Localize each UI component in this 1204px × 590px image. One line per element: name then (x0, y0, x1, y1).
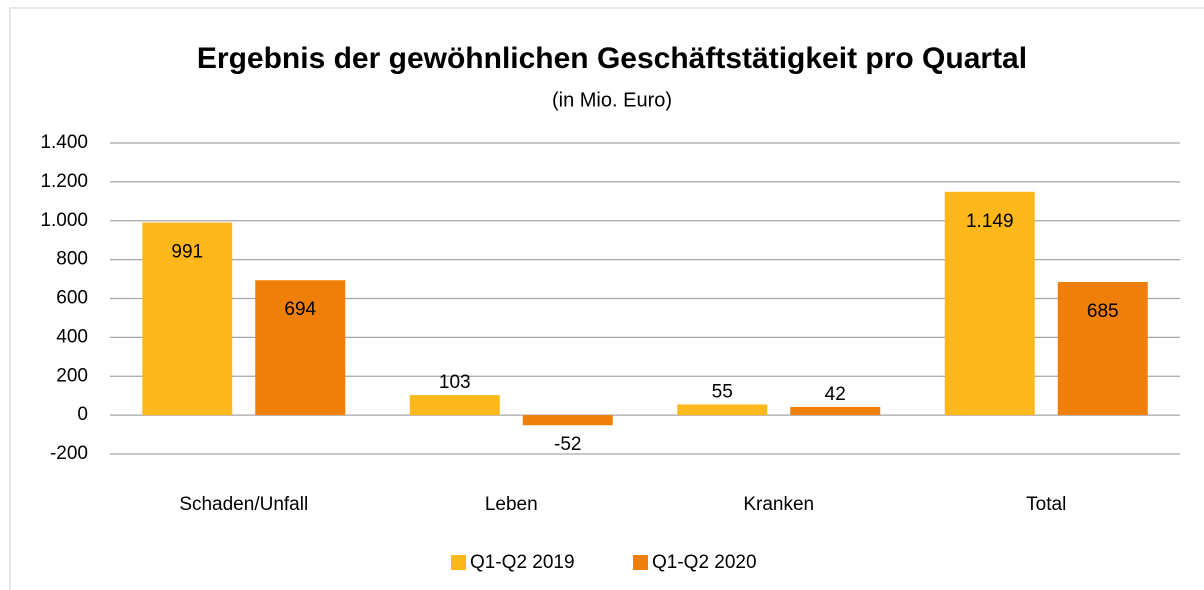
data-label: 55 (712, 381, 733, 402)
chart-title: Ergebnis der gewöhnlichen Geschäftstätig… (197, 42, 1027, 75)
bar (142, 222, 233, 416)
y-tick-label: 1.000 (40, 210, 88, 231)
data-label: 1.149 (966, 211, 1014, 232)
bar (522, 415, 613, 426)
data-label: 991 (171, 242, 203, 263)
data-label: 42 (825, 384, 846, 405)
y-tick-label: 1.200 (40, 171, 88, 192)
x-tick-label: Kranken (743, 494, 814, 515)
y-tick-label: 0 (77, 404, 88, 425)
data-label: 103 (439, 372, 471, 393)
chart-subtitle: (in Mio. Euro) (552, 89, 672, 111)
bar (790, 406, 881, 416)
legend-swatch (451, 555, 466, 570)
bar (677, 404, 768, 416)
y-tick-label: 600 (56, 288, 88, 309)
x-tick-label: Leben (485, 494, 538, 515)
legend-label: Q1-Q2 2020 (652, 552, 757, 573)
bar (409, 395, 500, 416)
legend-swatch (633, 555, 648, 570)
y-tick-label: 400 (56, 326, 88, 347)
bar (255, 280, 346, 416)
data-label: 694 (284, 299, 316, 320)
y-tick-label: 800 (56, 249, 88, 270)
bar (1057, 281, 1148, 416)
x-tick-label: Schaden/Unfall (179, 494, 308, 515)
y-tick-label: 200 (56, 365, 88, 386)
data-label: 685 (1087, 301, 1119, 322)
legend-label: Q1-Q2 2019 (470, 552, 575, 573)
x-tick-label: Total (1026, 494, 1066, 515)
data-label: -52 (554, 434, 581, 455)
y-tick-label: -200 (50, 443, 88, 464)
bar (944, 191, 1035, 416)
y-tick-label: 1.400 (40, 132, 88, 153)
